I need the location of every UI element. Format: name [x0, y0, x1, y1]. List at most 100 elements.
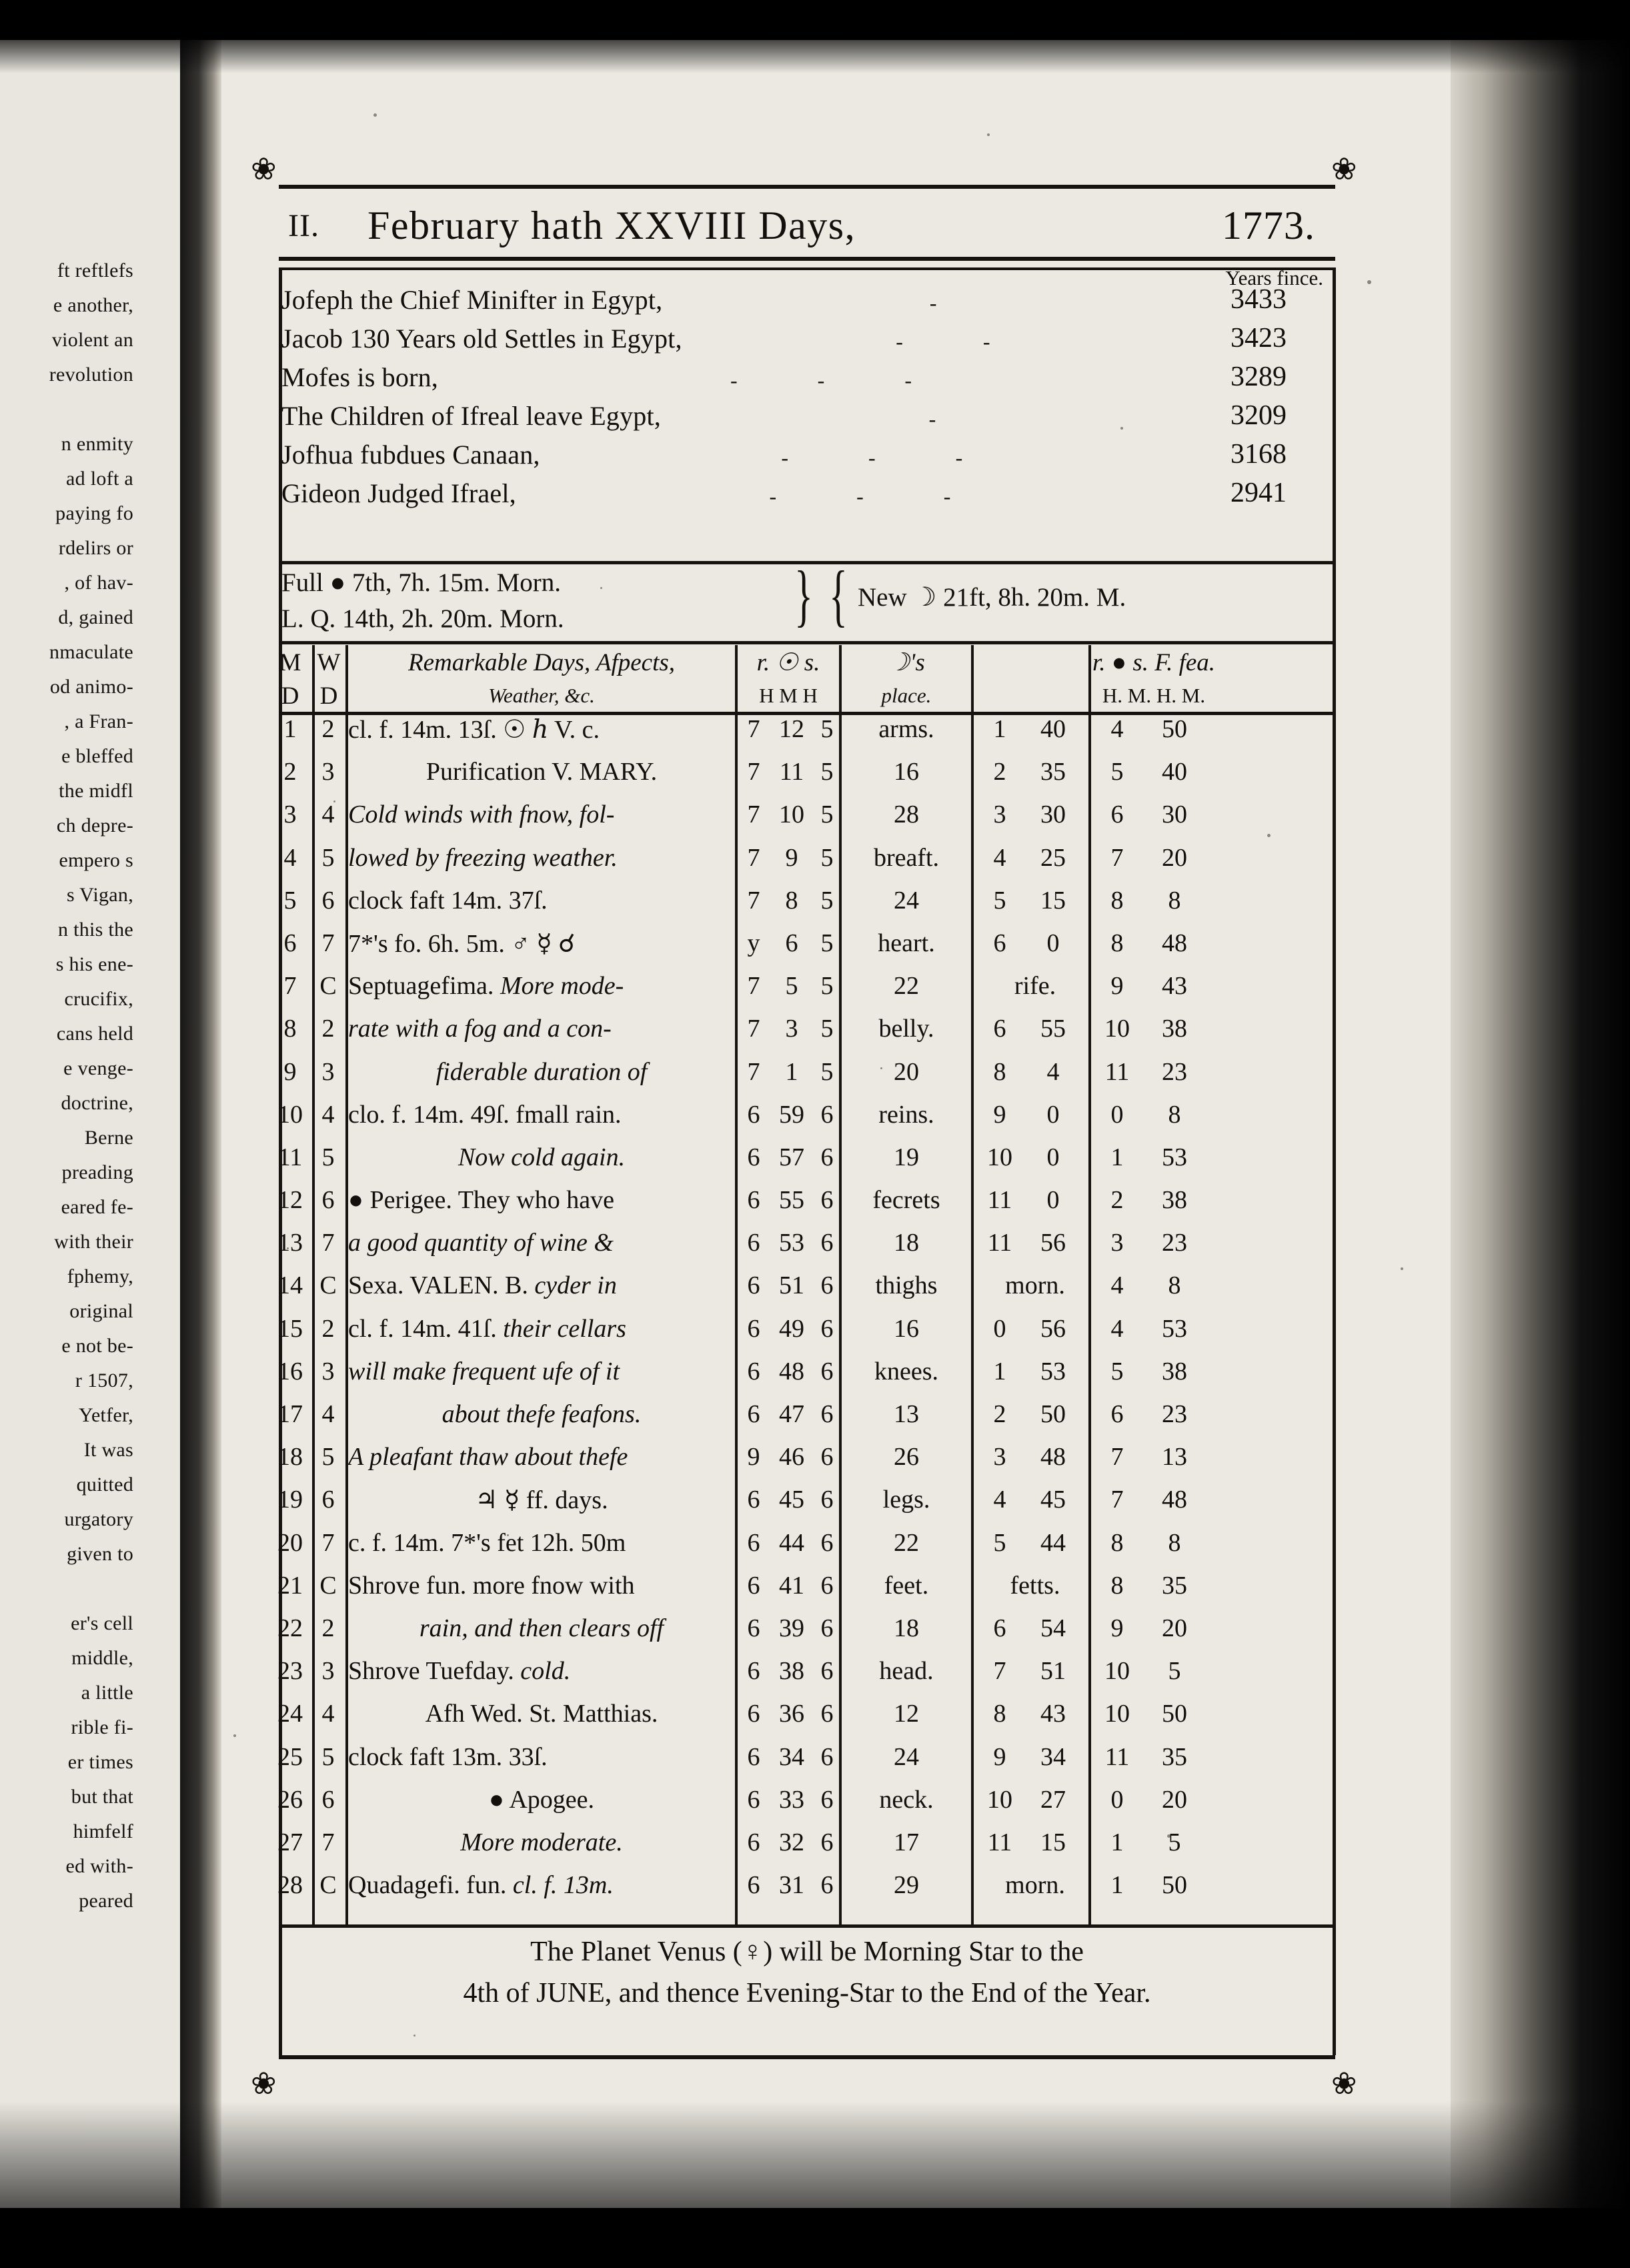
cell-moon-rise-m: 53 — [1040, 1357, 1066, 1385]
paper-sheet — [0, 40, 1527, 2208]
cell-month-day: 3 — [283, 800, 297, 829]
facing-page-line: er's cell — [71, 1612, 133, 1634]
cell-moon-rise-h: 6 — [993, 1614, 1006, 1642]
table-row: 24 4 Afh Wed. St. Matthias. 6 36 6 12 8 43 10 50 — [267, 1699, 1347, 1742]
cell-full-sea-h: 5 — [1110, 758, 1124, 786]
cell-sun-rise-h: 6 — [747, 1528, 760, 1557]
calendar-rows: 1 2 cl. f. 14m. 13ſ. ☉ ℎ V. c. 7 12 5 arms. 1 40… — [267, 714, 1347, 1913]
cell-sun-set-h: 5 — [820, 929, 834, 957]
cell-sun-rise-m: 38 — [779, 1657, 804, 1686]
cell-full-sea-m: 13 — [1162, 1443, 1187, 1472]
rule-col-moonrise — [1088, 645, 1091, 1924]
rule-under-heading — [279, 257, 1335, 261]
cell-sun-set-h: 6 — [820, 1100, 834, 1129]
cell-sun-set-h: 6 — [820, 1271, 834, 1300]
page-heading: II. February hath XXVIII Days, 1773. — [267, 197, 1347, 254]
cell-moon-rise-m: 15 — [1040, 886, 1066, 915]
cell-sun-rise-m: 31 — [779, 1871, 804, 1900]
facing-page-line: ft reftlefs — [57, 259, 133, 281]
cell-remarkable-days: Quadagefi. fun. cl. f. 13m. — [348, 1870, 735, 1900]
paper-speckle — [373, 113, 377, 117]
cell-sun-rise-h: 6 — [747, 1700, 760, 1728]
cell-full-sea-h: 4 — [1110, 1314, 1124, 1343]
th-monthday-l2: D — [281, 682, 299, 710]
cell-sun-rise-h: 7 — [747, 1057, 760, 1086]
cell-sun-set-h: 6 — [820, 1229, 834, 1257]
cell-month-day: 22 — [277, 1614, 303, 1642]
cell-sun-rise-h: 7 — [747, 800, 760, 829]
cell-week-day: 6 — [321, 886, 335, 915]
cell-week-day: 2 — [321, 1015, 335, 1043]
brace-right-icon: } — [794, 557, 813, 634]
facing-page-fragment: ft reftlefs e another, violent an revolutio… — [0, 40, 181, 2208]
cell-moon-rise-m: 34 — [1040, 1742, 1066, 1771]
venus-note: The Planet Venus (♀) will be Morning Sta… — [267, 1931, 1347, 2014]
cell-remarkable-days: Shrove fun. more fnow with — [348, 1571, 735, 1600]
cell-full-sea-m: 5 — [1168, 1657, 1181, 1686]
remark-label: clo. f. 14m. 49ſ. fmall rain. — [348, 1100, 622, 1129]
paper-speckle — [1120, 427, 1123, 430]
table-row: 27 7 More moderate. 6 32 6 17 11 15 1 5 — [267, 1828, 1347, 1870]
table-row: 16 3 will make frequent ufe of it 6 48 6 knees… — [267, 1357, 1347, 1399]
cell-sun-set-h: 5 — [820, 843, 834, 872]
cell-sun-set-h: 6 — [820, 1657, 834, 1686]
cell-moon-rise-h: 7 — [993, 1657, 1006, 1686]
cell-moon-rise-note: morn. — [1005, 1871, 1065, 1900]
cell-full-sea-h: 1 — [1110, 1871, 1124, 1900]
facing-page-line: original — [69, 1300, 133, 1322]
cell-week-day: 6 — [321, 1486, 335, 1514]
leader-dots: - — [929, 291, 1017, 315]
years-since-value: 3289 — [1231, 362, 1287, 392]
facing-page-line: er times — [67, 1751, 133, 1773]
moon-phase-section: Full ● 7th, 7h. 15m. Morn. L. Q. 14th, 2… — [267, 561, 1347, 640]
facing-page-line: ch depre- — [56, 814, 133, 836]
page-title: February hath XXVIII Days, — [367, 203, 856, 247]
facing-page-line: d, gained — [58, 606, 133, 628]
facing-page-line: n this the — [58, 919, 133, 941]
cell-sun-set-h: 5 — [820, 886, 834, 915]
rule-above-table — [279, 641, 1335, 644]
leader-dots: --- — [781, 446, 1043, 470]
cell-sun-set-h: 6 — [820, 1785, 834, 1814]
ornament-bottom-left: ❀ — [251, 2067, 277, 2101]
cell-sun-set-h: 5 — [820, 715, 834, 743]
cell-moon-place: 16 — [894, 1314, 919, 1343]
th-moonplace-l1: ☽'s — [888, 649, 925, 676]
paper-speckle — [1267, 834, 1271, 837]
rule-above-footnote — [279, 1924, 1335, 1928]
weather-forecast: their cellars — [496, 1314, 626, 1343]
cell-sun-rise-m: 32 — [779, 1828, 804, 1856]
cell-sun-rise-m: 11 — [779, 758, 804, 786]
cell-moon-place: 16 — [894, 758, 919, 786]
cell-sun-rise-m: 6 — [785, 929, 798, 957]
new-moon-entry: New ☽ 21ft, 8h. 20m. M. — [858, 583, 1126, 612]
rule-col-weekday — [345, 645, 348, 1924]
facing-page-line: od animo- — [49, 676, 133, 698]
facing-page-line — [0, 392, 133, 427]
cell-full-sea-m: 38 — [1162, 1186, 1187, 1215]
cell-sun-rise-m: 41 — [779, 1571, 804, 1600]
facing-page-line: violent an — [51, 329, 133, 351]
cell-moon-rise-m: 35 — [1040, 758, 1066, 786]
cell-sun-set-h: 6 — [820, 1143, 834, 1171]
cell-full-sea-h: 7 — [1110, 1443, 1124, 1472]
cell-moon-place: 12 — [894, 1700, 919, 1728]
cell-week-day: 7 — [321, 1828, 335, 1856]
cell-month-day: 27 — [277, 1828, 303, 1856]
cell-week-day: 3 — [321, 758, 335, 786]
th-weekday-l2: D — [319, 682, 338, 710]
facing-page-line: crucifix, — [64, 988, 133, 1010]
ornament-top-right: ❀ — [1331, 152, 1357, 186]
table-row: 21 C Shrove fun. more fnow with 6 41 6 feet. fe… — [267, 1571, 1347, 1614]
remark-label: Shrove Tuefday. — [348, 1657, 514, 1686]
facing-page-line: himfelf — [73, 1820, 133, 1842]
cell-moon-rise-h: 10 — [987, 1785, 1012, 1814]
years-since-row: Gideon Judged Ifrael, --- 2941 — [267, 470, 1347, 509]
cell-remarkable-days: Cold winds with fnow, fol- — [348, 800, 615, 829]
cell-moon-place: 29 — [894, 1871, 919, 1900]
cell-full-sea-h: 2 — [1110, 1186, 1124, 1215]
rule-col-sunset — [839, 645, 842, 1924]
years-since-value: 3433 — [1231, 284, 1287, 315]
cell-week-day: 2 — [321, 715, 335, 743]
